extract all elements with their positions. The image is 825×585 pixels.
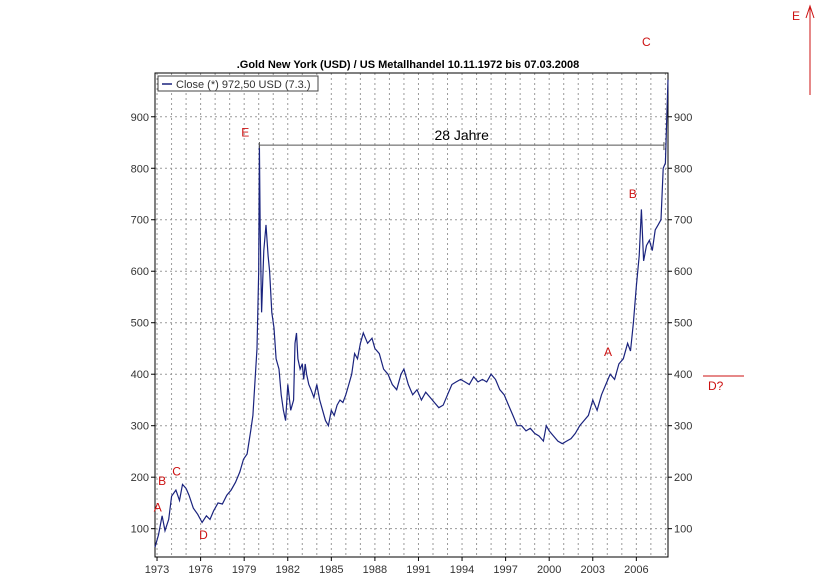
x-tick-label: 1982 [276, 564, 300, 576]
annotation-label: E [241, 125, 249, 139]
x-tick-label: 1985 [319, 564, 343, 576]
outer-arrow-head [805, 4, 815, 19]
annotation-label: B [158, 474, 166, 488]
annotation-label: B [629, 187, 637, 201]
outer-label-e: E [792, 9, 800, 23]
x-tick-label: 1979 [232, 564, 256, 576]
span-marker: 28 Jahre [258, 127, 665, 151]
outer-annotations: E C D? [642, 4, 815, 393]
x-tick-label: 2006 [624, 564, 648, 576]
y-tick-label-left: 100 [131, 524, 149, 536]
y-tick-label-right: 200 [674, 472, 692, 484]
y-tick-label-right: 900 [674, 112, 692, 124]
grid-layer [155, 73, 668, 557]
chart-title: .Gold New York (USD) / US Metallhandel 1… [237, 59, 580, 71]
x-tick-label: 1994 [450, 564, 474, 576]
legend-frame [157, 75, 319, 92]
x-tick-label: 1976 [188, 564, 212, 576]
y-tick-label-left: 700 [131, 215, 149, 227]
y-tick-label-left: 300 [131, 421, 149, 433]
y-tick-label-right: 400 [674, 369, 692, 381]
x-tick-label: 1988 [363, 564, 387, 576]
outer-label-d: D? [708, 379, 724, 393]
y-tick-label-right: 700 [674, 215, 692, 227]
series-line-close [154, 79, 669, 548]
legend-label: Close (*) 972,50 USD (7.3.) [176, 79, 311, 91]
y-tick-label-right: 300 [674, 421, 692, 433]
annotation-label: D [199, 528, 208, 542]
y-tick-label-right: 500 [674, 318, 692, 330]
y-tick-label-left: 900 [131, 112, 149, 124]
y-tick-label-right: 600 [674, 266, 692, 278]
y-tick-label-right: 100 [674, 524, 692, 536]
x-tick-label: 1997 [493, 564, 517, 576]
annotation-label: A [154, 501, 162, 515]
legend: Close (*) 972,50 USD (7.3.) [157, 75, 319, 92]
x-tick-label: 2003 [581, 564, 605, 576]
y-tick-label-left: 800 [131, 163, 149, 175]
tick-layer: 100 100 200 200 300 300 400 400 500 500 600 600 700 7… [131, 112, 693, 576]
y-tick-label-left: 500 [131, 318, 149, 330]
outer-label-c: C [642, 35, 651, 49]
y-tick-label-left: 400 [131, 369, 149, 381]
y-tick-label-right: 800 [674, 163, 692, 175]
annotation-label: C [172, 465, 181, 479]
y-tick-label-left: 600 [131, 266, 149, 278]
x-tick-label: 1973 [145, 564, 169, 576]
span-label: 28 Jahre [434, 127, 489, 143]
x-tick-label: 1991 [406, 564, 430, 576]
plot-frame [154, 72, 669, 558]
annotation-label: A [604, 345, 612, 359]
x-tick-label: 2000 [537, 564, 561, 576]
y-tick-label-left: 200 [131, 472, 149, 484]
